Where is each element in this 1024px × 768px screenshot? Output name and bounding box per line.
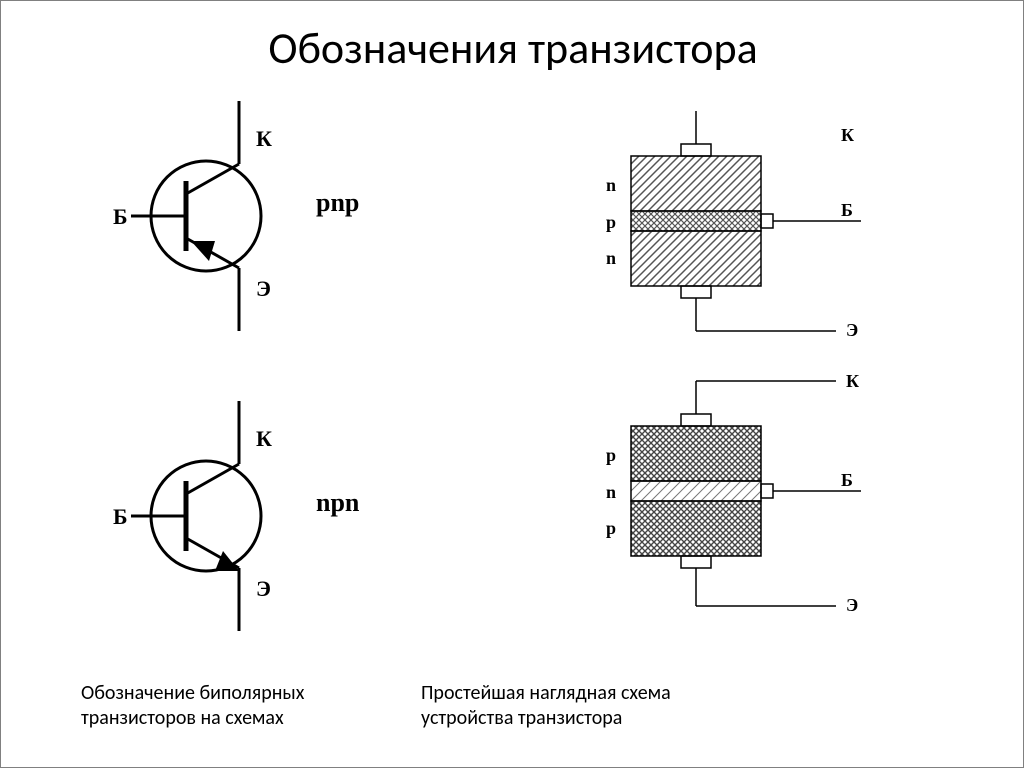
structure-bot-svg: p n p К Б Э — [561, 371, 931, 631]
pin-k: К — [846, 371, 859, 391]
type-label-npn: npn — [316, 488, 360, 517]
structure-top-container: n p n К Б Э — [561, 106, 931, 361]
pin-e: Э — [846, 320, 858, 340]
slide: Обозначения транзистора К Б Э pnp — [0, 0, 1024, 768]
base-label: Б — [113, 204, 128, 229]
npn-symbol-svg: К Б Э npn — [91, 401, 421, 631]
type-label-pnp: pnp — [316, 188, 359, 217]
pnp-symbol-svg: К Б Э pnp — [91, 101, 421, 331]
caption-right-line1: Простейшая наглядная схема — [421, 681, 671, 705]
terminal-top — [681, 144, 711, 156]
collector-diag — [186, 464, 239, 494]
layer-top — [631, 156, 761, 211]
terminal-mid — [761, 484, 773, 498]
terminal-top — [681, 414, 711, 426]
pin-e: Э — [846, 595, 858, 615]
layer-label-top: n — [606, 175, 616, 195]
emitter-arrow-pnp — [191, 241, 215, 261]
caption-right-line2: устройства транзистора — [421, 706, 622, 730]
pin-b: Б — [841, 200, 853, 220]
layer-bot — [631, 231, 761, 286]
caption-left: Обозначение биполярных транзисторов на с… — [81, 681, 304, 731]
layer-bot — [631, 501, 761, 556]
caption-left-line1: Обозначение биполярных — [81, 681, 304, 705]
caption-right: Простейшая наглядная схема устройства тр… — [421, 681, 671, 731]
terminal-bot — [681, 286, 711, 298]
terminal-mid — [761, 214, 773, 228]
collector-label: К — [256, 126, 272, 151]
slide-title: Обозначения транзистора — [1, 21, 1024, 75]
emitter-label: Э — [256, 576, 271, 601]
pnp-symbol-container: К Б Э pnp — [91, 101, 421, 336]
layer-label-mid: p — [606, 212, 616, 232]
structure-bot-container: p n p К Б Э — [561, 371, 931, 636]
layer-label-mid: n — [606, 482, 616, 502]
layer-top — [631, 426, 761, 481]
layer-mid — [631, 481, 761, 501]
npn-symbol-container: К Б Э npn — [91, 401, 421, 636]
collector-label: К — [256, 426, 272, 451]
layer-mid — [631, 211, 761, 231]
layer-label-bot: p — [606, 518, 616, 538]
caption-left-line2: транзисторов на схемах — [81, 706, 284, 730]
base-label: Б — [113, 504, 128, 529]
emitter-label: Э — [256, 276, 271, 301]
terminal-bot — [681, 556, 711, 568]
pin-k: К — [841, 125, 854, 145]
collector-diag — [186, 164, 239, 194]
layer-label-top: p — [606, 445, 616, 465]
structure-top-svg: n p n К Б Э — [561, 106, 931, 356]
layer-label-bot: n — [606, 248, 616, 268]
pin-b: Б — [841, 470, 853, 490]
